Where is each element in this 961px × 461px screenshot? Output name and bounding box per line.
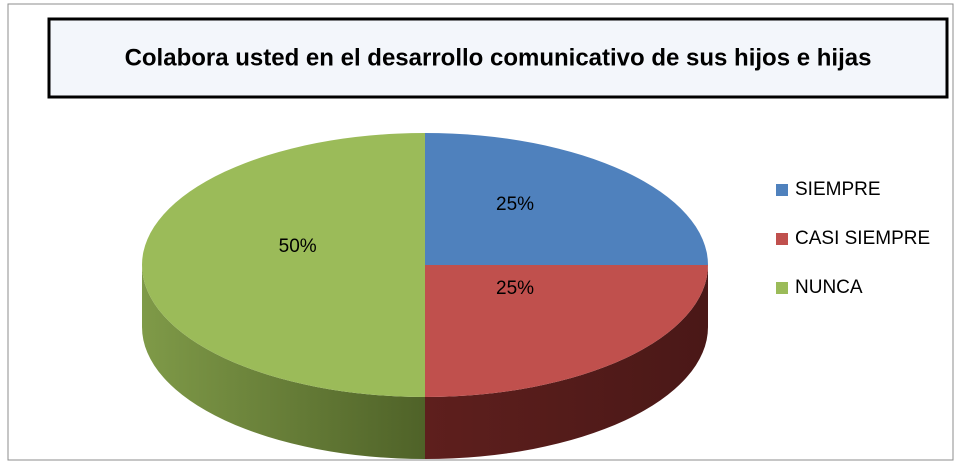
pie-slice bbox=[425, 133, 708, 265]
title-box bbox=[47, 17, 949, 99]
data-label: 50% bbox=[279, 236, 317, 257]
data-label: 25% bbox=[496, 278, 534, 299]
pie-slice bbox=[425, 265, 708, 397]
legend-label: NUNCA bbox=[795, 277, 863, 298]
legend-swatch bbox=[776, 233, 788, 245]
legend-label: CASI SIEMPRE bbox=[795, 228, 930, 249]
legend-swatch bbox=[776, 282, 788, 294]
data-label: 25% bbox=[496, 194, 534, 215]
pie-slice bbox=[142, 133, 425, 397]
chart-title: Colabora usted en el desarrollo comunica… bbox=[125, 44, 872, 71]
pie: 25% 25% 50% bbox=[142, 133, 708, 459]
legend-label: SIEMPRE bbox=[795, 179, 881, 200]
legend: SIEMPRE CASI SIEMPRE NUNCA bbox=[776, 179, 930, 298]
legend-swatch bbox=[776, 184, 788, 196]
pie-side bbox=[425, 265, 708, 459]
pie-side bbox=[142, 265, 425, 459]
